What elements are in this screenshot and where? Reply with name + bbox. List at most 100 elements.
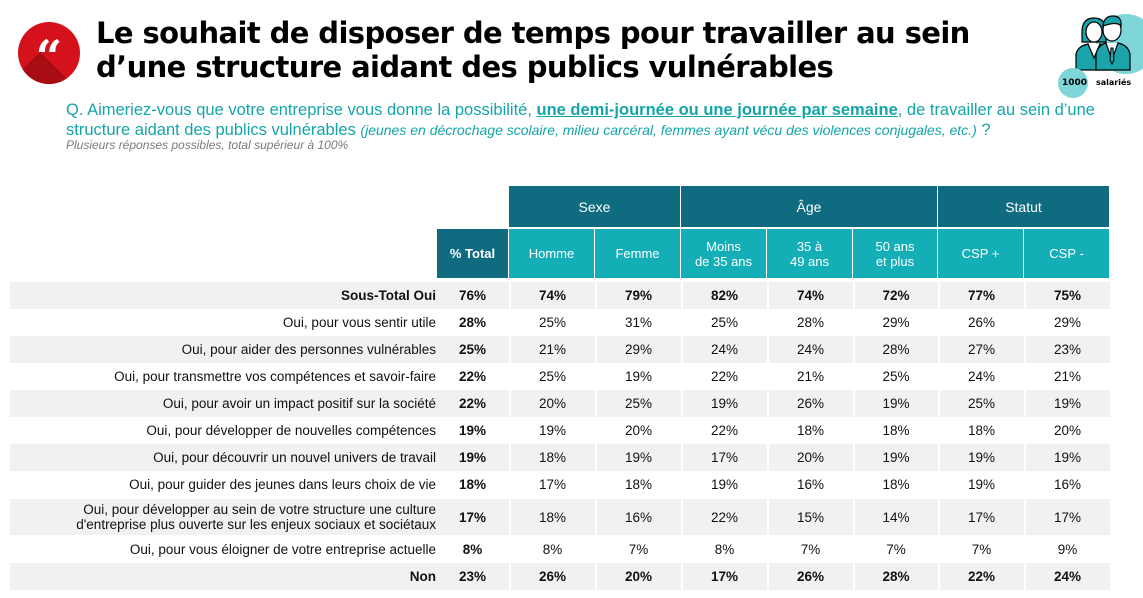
value-cell: 19% <box>595 363 680 390</box>
row-label: Oui, pour guider des jeunes dans leurs c… <box>129 477 436 492</box>
row-label: Oui, pour découvrir un nouvel univers de… <box>153 450 436 465</box>
column-header-line: 50 ans <box>875 238 915 254</box>
table-row: Oui, pour guider des jeunes dans leurs c… <box>10 471 1110 498</box>
row-label: Oui, pour avoir un impact positif sur la… <box>162 396 436 411</box>
value-cell: 18% <box>853 417 937 444</box>
value-cell: 22% <box>681 417 766 444</box>
column-header-label: CSP - <box>1049 246 1083 261</box>
survey-question: Q. Aimeriez-vous que votre entreprise vo… <box>66 100 1126 140</box>
sample-size-badge: 1000 salariés <box>1058 10 1143 98</box>
row-label-line: d'entreprise plus ouverte sur les enjeux… <box>76 517 436 532</box>
row-label: Oui, pour vous éloigner de votre entrepr… <box>129 542 436 557</box>
column-header-line: Femme <box>615 246 660 261</box>
value-cell: 26% <box>767 563 852 590</box>
value-cell: 20% <box>595 563 680 590</box>
value-cell: 26% <box>767 390 852 417</box>
value-cell: 17% <box>938 499 1023 535</box>
table-row: Oui, pour développer de nouvelles compét… <box>10 417 1110 444</box>
total-cell: 19% <box>458 423 487 438</box>
value-cell: 82% <box>681 282 766 309</box>
column-header-line: CSP - <box>1049 246 1084 261</box>
value-cell: 19% <box>938 471 1023 498</box>
value-cell: 24% <box>1024 563 1109 590</box>
total-cell: 28% <box>458 315 487 330</box>
value-cell: 28% <box>767 309 852 336</box>
value-cell: 15% <box>767 499 852 535</box>
value-cell: 25% <box>681 309 766 336</box>
value-cell: 21% <box>509 336 594 363</box>
question-emphasis: une demi-journée ou une journée par sema… <box>536 101 898 119</box>
value-cell: 20% <box>1024 417 1109 444</box>
column-header: Moins de 35 ans <box>681 229 766 278</box>
value-cell: 24% <box>938 363 1023 390</box>
total-cell: 76% <box>458 288 487 303</box>
column-header-label: 50 ans et plus <box>875 239 914 269</box>
column-header-line: Homme <box>528 246 575 261</box>
value-cell: 19% <box>595 444 680 471</box>
value-cell: 29% <box>595 336 680 363</box>
question-suffix: ? <box>976 121 991 139</box>
column-header: CSP + <box>938 229 1023 278</box>
value-cell: 16% <box>767 471 852 498</box>
value-cell: 18% <box>509 499 594 535</box>
value-cell: 21% <box>1024 363 1109 390</box>
title-line-1: Le souhait de disposer de temps pour tra… <box>96 16 970 50</box>
value-cell: 26% <box>938 309 1023 336</box>
value-cell: 22% <box>938 563 1023 590</box>
group-header-label: Sexe <box>578 198 611 215</box>
column-header-label: % Total <box>450 246 495 261</box>
value-cell: 16% <box>1024 471 1109 498</box>
value-cell: 19% <box>1024 444 1109 471</box>
row-label: Oui, pour transmettre vos compétences et… <box>114 369 436 384</box>
value-cell: 74% <box>767 282 852 309</box>
value-cell: 18% <box>595 471 680 498</box>
value-cell: 17% <box>681 563 766 590</box>
column-header: CSP - <box>1024 229 1109 278</box>
value-cell: 19% <box>853 390 937 417</box>
column-header: 35 à 49 ans <box>767 229 852 278</box>
row-label: Oui, pour vous sentir utile <box>282 315 436 330</box>
value-cell: 19% <box>1024 390 1109 417</box>
table-row: Oui, pour développer au sein de votre st… <box>10 499 1110 535</box>
sample-count: 1000 <box>1062 78 1088 88</box>
group-header-age: Âge <box>681 186 937 227</box>
table-row: Sous-Total Oui 76% 74% 79% 82% 74% 72% 77% 75% <box>10 282 1110 309</box>
column-header-label: Homme <box>529 246 575 261</box>
table-row: Oui, pour aider des personnes vulnérable… <box>10 336 1110 363</box>
value-cell: 25% <box>595 390 680 417</box>
row-label: Oui, pour aider des personnes vulnérable… <box>181 342 436 357</box>
value-cell: 7% <box>595 536 680 563</box>
value-cell: 19% <box>509 417 594 444</box>
row-label-text: Oui, pour développer au sein de votre st… <box>76 502 436 532</box>
column-header-label: Moins de 35 ans <box>695 239 752 269</box>
value-cell: 14% <box>853 499 937 535</box>
row-label: Non <box>409 569 436 584</box>
value-cell: 18% <box>509 444 594 471</box>
column-header-line: Moins <box>706 238 741 254</box>
column-header-label: CSP + <box>962 246 1000 261</box>
value-cell: 24% <box>767 336 852 363</box>
table-row: Oui, pour vous éloigner de votre entrepr… <box>10 536 1110 563</box>
table-row: Oui, pour découvrir un nouvel univers de… <box>10 444 1110 471</box>
total-cell: 19% <box>458 450 487 465</box>
column-header-line: CSP + <box>961 246 1000 261</box>
group-header-sexe: Sexe <box>509 186 680 227</box>
value-cell: 29% <box>1024 309 1109 336</box>
column-header-line: 35 à <box>796 238 823 254</box>
value-cell: 29% <box>853 309 937 336</box>
value-cell: 22% <box>681 499 766 535</box>
value-cell: 72% <box>853 282 937 309</box>
value-cell: 31% <box>595 309 680 336</box>
row-label: Oui, pour développer au sein de votre st… <box>10 499 436 535</box>
table-row: Oui, pour vous sentir utile 28% 25% 31% 25% 2… <box>10 309 1110 336</box>
column-header: % Total <box>437 229 508 278</box>
people-icon <box>1075 15 1131 71</box>
column-header-label: 35 à 49 ans <box>790 239 829 269</box>
value-cell: 20% <box>595 417 680 444</box>
column-header-line: de 35 ans <box>694 253 753 269</box>
quote-icon: “ <box>18 22 80 84</box>
total-cell: 17% <box>458 509 487 525</box>
group-header-statut: Statut <box>938 186 1109 227</box>
value-cell: 9% <box>1024 536 1109 563</box>
value-cell: 25% <box>509 363 594 390</box>
